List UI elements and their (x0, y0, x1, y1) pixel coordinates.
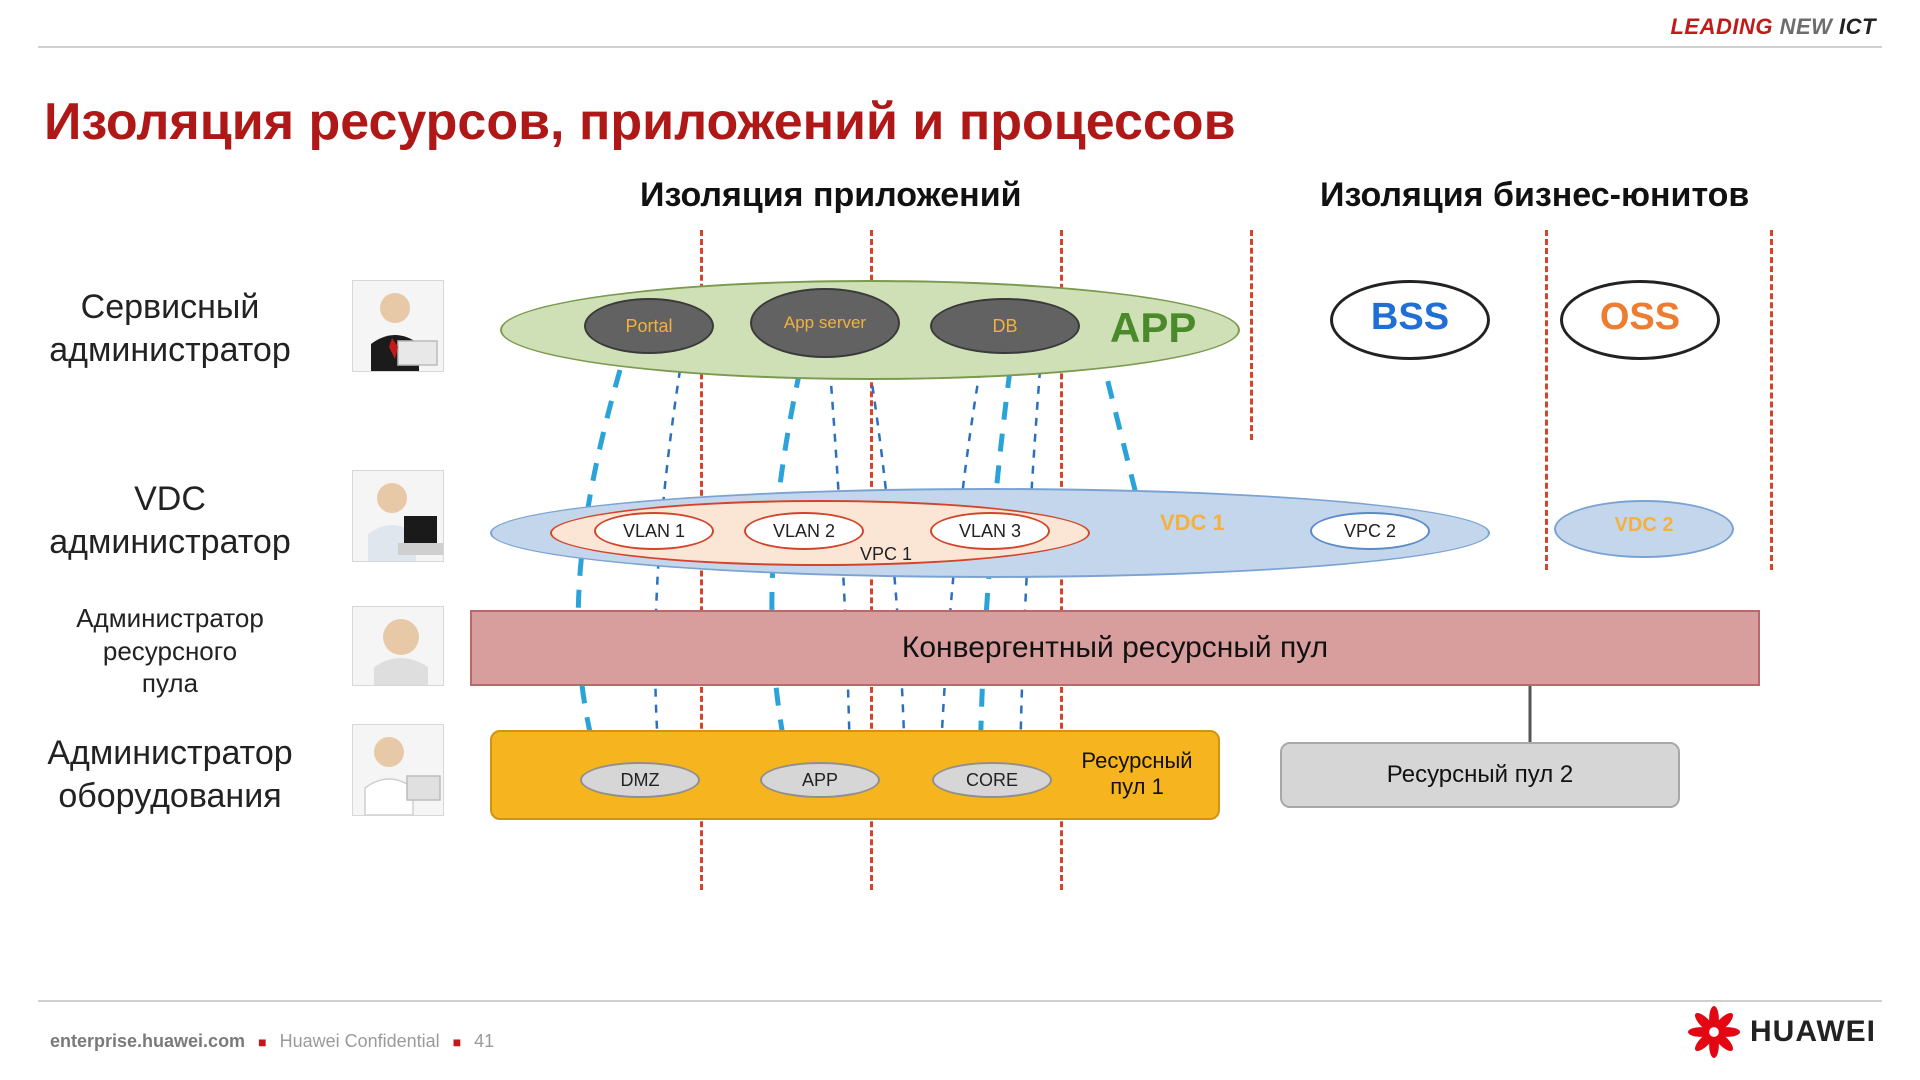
pool1-l2: пул 1 (1062, 774, 1212, 800)
role-service-admin-l2: администратор (10, 329, 330, 372)
zone-app-label: APP (802, 770, 838, 791)
diagram-canvas: Изоляция приложений Изоляция бизнес-юнит… (0, 170, 1920, 990)
role-hw-admin-l2: оборудования (10, 775, 330, 818)
role-pool-admin-l3: пула (20, 667, 320, 700)
zone-core-label: CORE (966, 770, 1018, 791)
convergent-pool-label: Конвергентный ресурсный пул (902, 631, 1328, 665)
vlan2-label: VLAN 2 (773, 521, 835, 542)
top-rule (38, 46, 1882, 48)
vpc2-label: VPC 2 (1344, 521, 1396, 542)
avatar-hw-admin (352, 724, 444, 816)
vlan1-label: VLAN 1 (623, 521, 685, 542)
resource-pool-1-label: Ресурсный пул 1 (1062, 748, 1212, 801)
vlan3: VLAN 3 (930, 512, 1050, 550)
role-vdc-admin-l1: VDC (10, 478, 330, 521)
tagline-ict: ICT (1839, 14, 1876, 39)
bss-label: BSS (1330, 296, 1490, 339)
node-portal: Portal (584, 298, 714, 354)
resource-pool-2: Ресурсный пул 2 (1280, 742, 1680, 808)
role-pool-admin-l1: Администратор (20, 602, 320, 635)
role-service-admin-l1: Сервисный (10, 286, 330, 329)
resource-pool-2-label: Ресурсный пул 2 (1387, 761, 1573, 789)
role-pool-admin-l2: ресурсного (20, 635, 320, 668)
tagline-new: NEW (1780, 14, 1833, 39)
vdc2-label: VDC 2 (1554, 514, 1734, 537)
oss-label: OSS (1560, 296, 1720, 339)
avatar-service-admin (352, 280, 444, 372)
huawei-wordmark: HUAWEI (1750, 1015, 1876, 1049)
huawei-mark-icon (1688, 1006, 1740, 1058)
vpc2: VPC 2 (1310, 512, 1430, 550)
role-pool-admin: Администратор ресурсного пула (20, 602, 320, 700)
footer-page-number: 41 (474, 1031, 494, 1051)
resource-pool-1: DMZ APP CORE Ресурсный пул 1 (490, 730, 1220, 820)
zone-dmz-label: DMZ (621, 770, 660, 791)
vlan1: VLAN 1 (594, 512, 714, 550)
tagline-leading: LEADING (1670, 14, 1773, 39)
node-db-label: DB (992, 316, 1017, 337)
convergent-pool: Конвергентный ресурсный пул (470, 610, 1760, 686)
zone-app: APP (760, 762, 880, 798)
role-hw-admin-l1: Администратор (10, 732, 330, 775)
bottom-rule (38, 1000, 1882, 1002)
pool1-l1: Ресурсный (1062, 748, 1212, 774)
role-hw-admin: Администратор оборудования (10, 732, 330, 817)
vpc1-label: VPC 1 (860, 544, 912, 565)
zone-core: CORE (932, 762, 1052, 798)
avatar-pool-admin (352, 606, 444, 686)
footer-dot-2: ■ (453, 1034, 461, 1050)
vdc1-label: VDC 1 (1160, 510, 1225, 536)
node-db: DB (930, 298, 1080, 354)
role-vdc-admin: VDC администратор (10, 478, 330, 563)
zone-dmz: DMZ (580, 762, 700, 798)
vlan2: VLAN 2 (744, 512, 864, 550)
app-bubble-label: APP (1110, 304, 1196, 352)
node-appserver-label: App server (784, 314, 866, 332)
node-appserver: App server (750, 288, 900, 358)
footer-confidential: Huawei Confidential (280, 1031, 440, 1051)
footer-dot-1: ■ (258, 1034, 266, 1050)
role-service-admin: Сервисный администратор (10, 286, 330, 371)
role-vdc-admin-l2: администратор (10, 521, 330, 564)
node-portal-label: Portal (625, 316, 672, 337)
vlan3-label: VLAN 3 (959, 521, 1021, 542)
page-title: Изоляция ресурсов, приложений и процессо… (44, 92, 1236, 152)
avatar-vdc-admin (352, 470, 444, 562)
footer-site: enterprise.huawei.com (50, 1031, 245, 1051)
huawei-logo: HUAWEI (1688, 1006, 1876, 1058)
brand-tagline: LEADING NEW ICT (1670, 14, 1876, 40)
page-footer: enterprise.huawei.com ■ Huawei Confident… (50, 1031, 494, 1052)
